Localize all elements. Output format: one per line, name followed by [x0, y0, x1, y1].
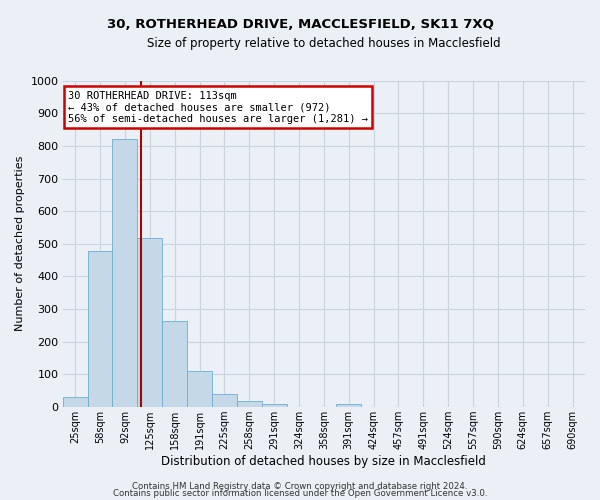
Bar [262, 404, 287, 406]
Bar [112, 140, 137, 406]
Y-axis label: Number of detached properties: Number of detached properties [15, 156, 25, 332]
Bar [212, 394, 237, 406]
Bar [162, 321, 187, 406]
Bar [88, 251, 112, 406]
Text: Contains HM Land Registry data © Crown copyright and database right 2024.: Contains HM Land Registry data © Crown c… [132, 482, 468, 491]
Bar [137, 238, 162, 406]
Title: Size of property relative to detached houses in Macclesfield: Size of property relative to detached ho… [147, 38, 500, 51]
Bar [237, 401, 262, 406]
Bar [63, 397, 88, 406]
Text: 30 ROTHERHEAD DRIVE: 113sqm
← 43% of detached houses are smaller (972)
56% of se: 30 ROTHERHEAD DRIVE: 113sqm ← 43% of det… [68, 90, 368, 124]
Text: Contains public sector information licensed under the Open Government Licence v3: Contains public sector information licen… [113, 490, 487, 498]
Bar [187, 371, 212, 406]
X-axis label: Distribution of detached houses by size in Macclesfield: Distribution of detached houses by size … [161, 454, 486, 468]
Bar [336, 404, 361, 406]
Text: 30, ROTHERHEAD DRIVE, MACCLESFIELD, SK11 7XQ: 30, ROTHERHEAD DRIVE, MACCLESFIELD, SK11… [107, 18, 493, 30]
